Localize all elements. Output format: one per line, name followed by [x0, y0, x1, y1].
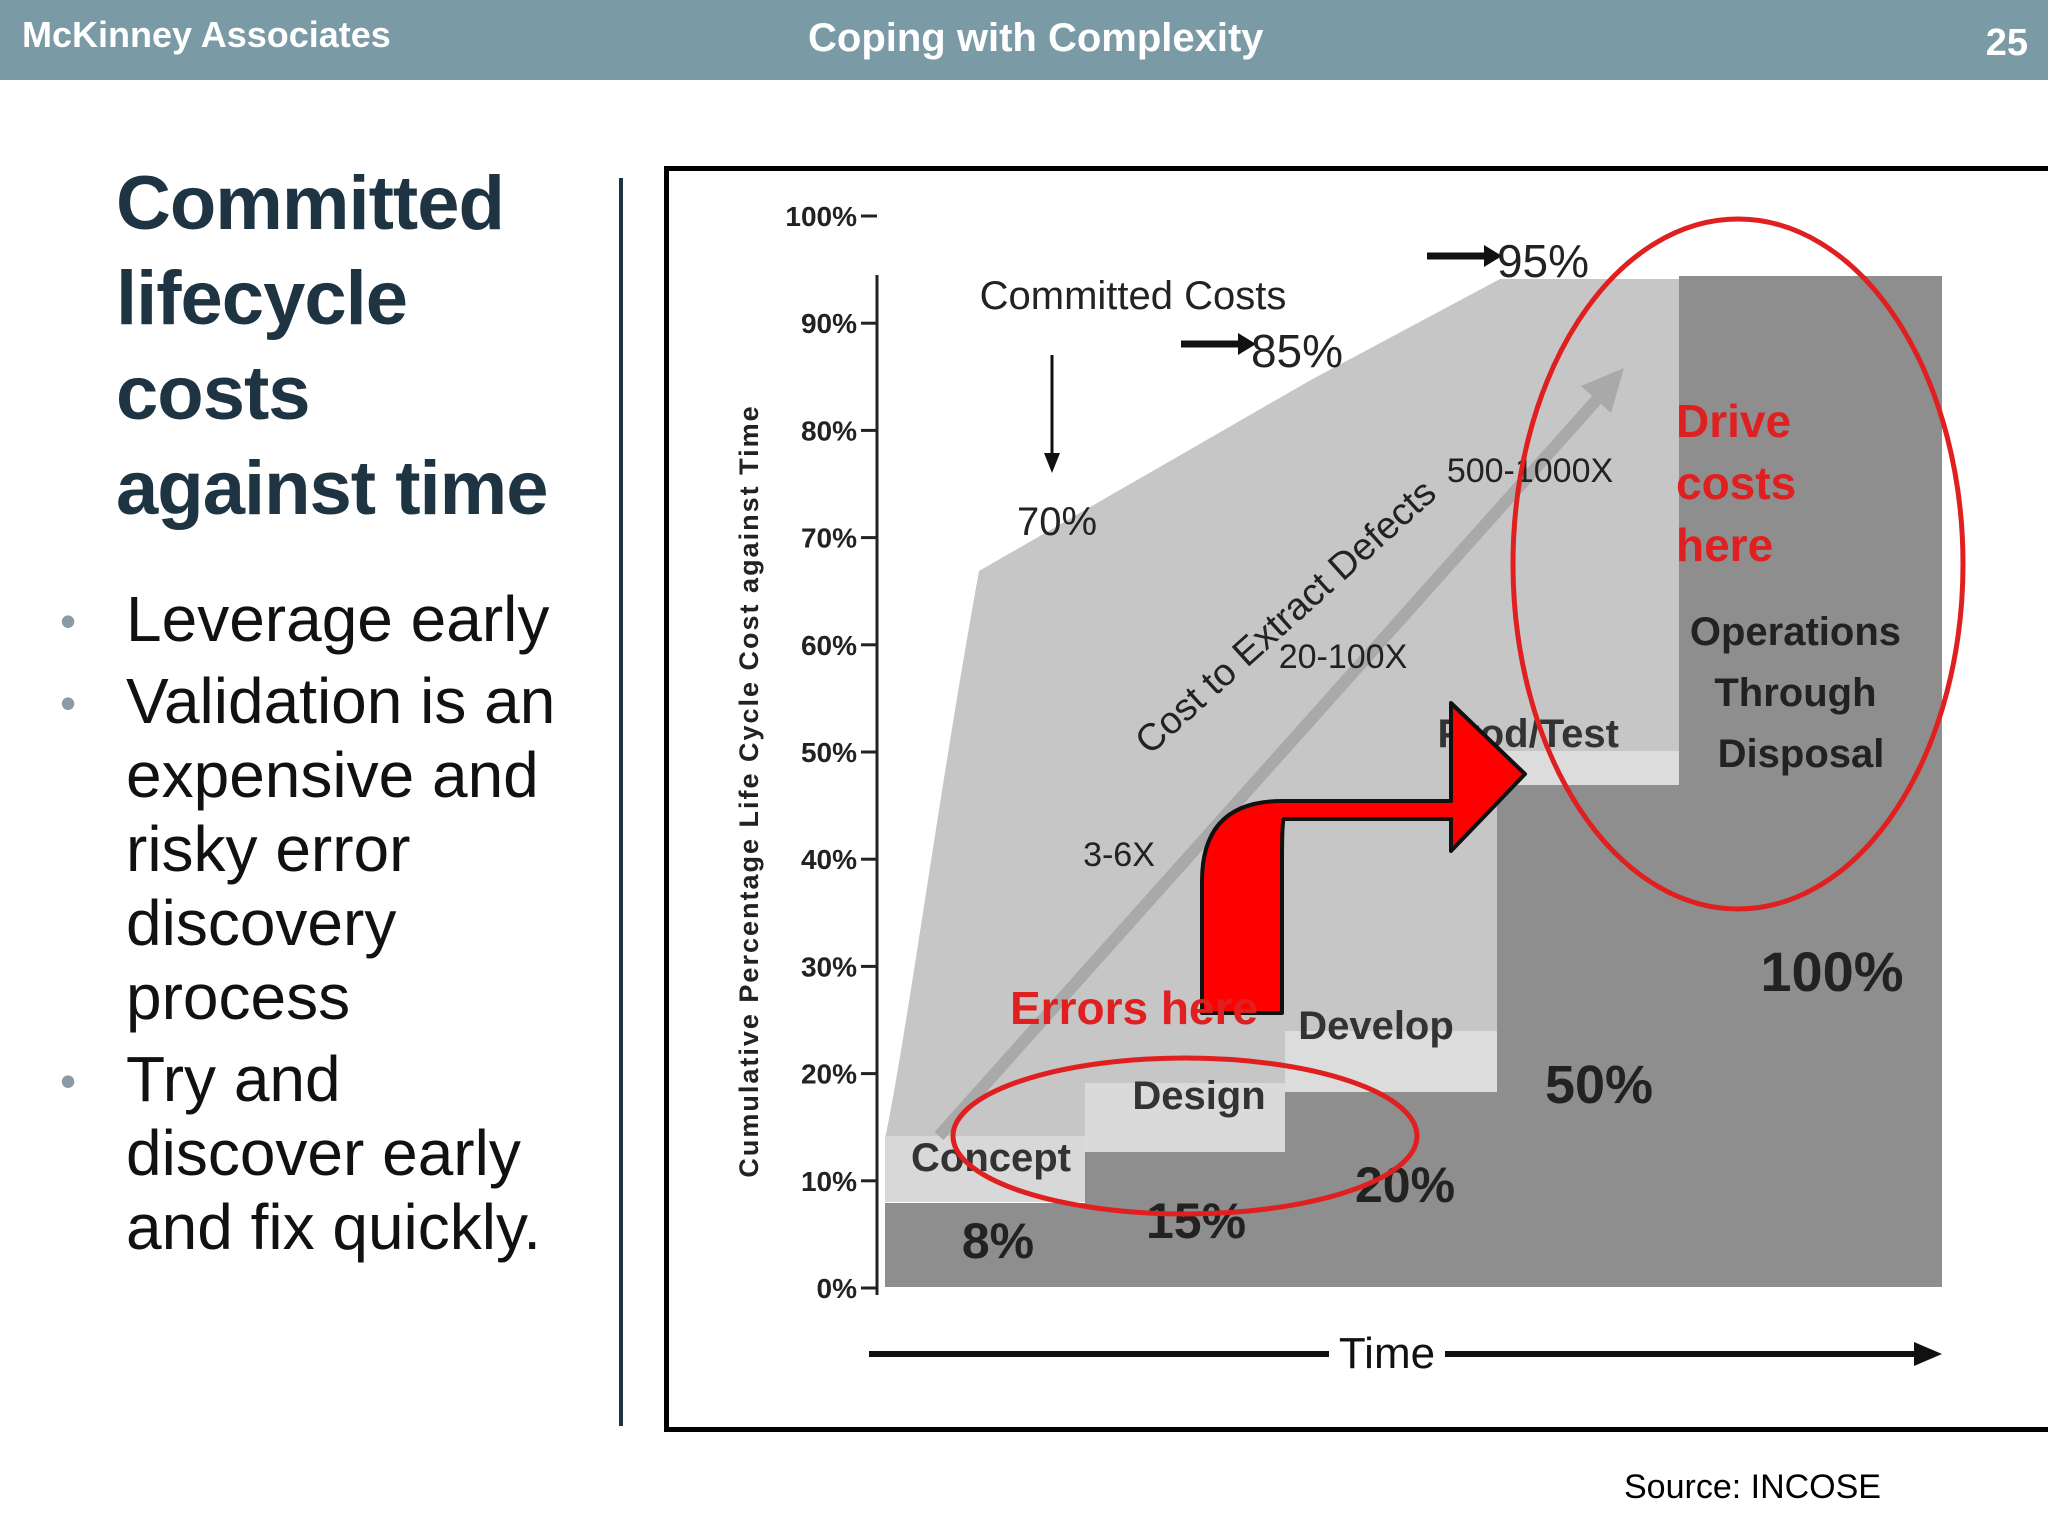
- committed-point-70: 70%: [1017, 500, 1097, 544]
- drive-callout-line: Drive: [1676, 395, 1791, 447]
- spent-cost-operations: 100%: [1760, 940, 1903, 1003]
- header-bar: McKinney Associates Coping with Complexi…: [0, 0, 2048, 80]
- drive-costs-callout-text: Drive costs here: [1676, 395, 1809, 571]
- spent-cost-concept: 8%: [962, 1213, 1034, 1269]
- y-tick-label: 80%: [801, 415, 857, 446]
- y-axis-label: Cumulative Percentage Life Cycle Cost ag…: [734, 404, 764, 1177]
- arrow-85-arrowhead-icon: [1238, 333, 1256, 355]
- phase-band-concept: [885, 1136, 1085, 1202]
- defect-cost-arrowhead-icon: [1581, 368, 1624, 413]
- title-line: lifecycle: [116, 256, 408, 341]
- phase-label-design: Design: [1132, 1074, 1265, 1118]
- org-name: McKinney Associates: [22, 14, 391, 55]
- slide-topic: Coping with Complexity: [808, 16, 1264, 60]
- y-tick-label: 40%: [801, 844, 857, 875]
- defect-cost-arrow-line: [934, 382, 1614, 1140]
- slide-title: Committed lifecycle costs against time: [116, 156, 586, 536]
- drive-callout-line: here: [1676, 519, 1773, 571]
- source-note: Source: INCOSE: [1624, 1468, 1881, 1506]
- red-bent-arrow-icon: [1200, 701, 1527, 1015]
- bullet-text: Validation is an expensive and risky err…: [126, 665, 556, 1033]
- slide-number: 25: [1985, 22, 2028, 64]
- divider-line: [619, 178, 623, 1426]
- drive-callout-line: costs: [1676, 457, 1796, 509]
- spent-cost-design: 15%: [1146, 1193, 1246, 1249]
- multiplier-20-100x: 20-100X: [1279, 638, 1408, 676]
- drive-costs-callout-ellipse: [1510, 216, 1966, 912]
- spent-cost-prodtest: 50%: [1545, 1055, 1653, 1115]
- y-tick-label: 70%: [801, 523, 857, 554]
- phase-label-operations-line: Operations: [1690, 610, 1901, 654]
- title-line: against time: [116, 446, 548, 531]
- committed-down-arrowhead-icon: [1044, 453, 1060, 473]
- x-axis-arrowhead-icon: [1914, 1342, 1942, 1366]
- x-axis-label: Time: [1339, 1329, 1435, 1378]
- committed-point-95: 95%: [1497, 235, 1589, 287]
- phase-label-operations-line: Through: [1714, 671, 1876, 715]
- bullet-item: • Try and discover early and fix quickly.: [60, 1042, 580, 1264]
- y-tick-label: 30%: [801, 951, 857, 982]
- y-tick-label: 60%: [801, 630, 857, 661]
- committed-costs-label: Committed Costs: [980, 274, 1287, 318]
- errors-callout-ellipse: [950, 1055, 1420, 1217]
- y-tick-label: 90%: [801, 308, 857, 339]
- phase-label-concept: Concept: [911, 1136, 1071, 1180]
- bullet-text: Leverage early: [126, 583, 550, 655]
- bullet-dot-icon: •: [60, 595, 77, 647]
- y-tick-label: 20%: [801, 1059, 857, 1090]
- multiplier-3-6x: 3-6X: [1083, 836, 1155, 874]
- bullet-item: • Validation is an expensive and risky er…: [60, 664, 580, 1034]
- bullet-item: • Leverage early: [60, 582, 580, 656]
- chart-frame: [664, 166, 2048, 1432]
- lifecycle-cost-diagram: 100% 90% 80% 70% 60% 50% 40% 30% 20% 10% 0% Cumula…: [734, 201, 1966, 1378]
- spent-costs-area: [885, 276, 1942, 1287]
- bullet-text: Try and discover early and fix quickly.: [126, 1043, 541, 1263]
- bullet-list: • Leverage early • Validation is an expens…: [60, 582, 580, 1272]
- errors-callout-text: Errors here: [1010, 982, 1258, 1034]
- title-line: Committed: [116, 161, 505, 246]
- arrow-95-arrowhead-icon: [1484, 245, 1502, 267]
- y-tick-label: 0%: [817, 1273, 858, 1304]
- committed-point-85: 85%: [1251, 325, 1343, 377]
- phase-label-develop: Develop: [1298, 1004, 1454, 1048]
- bullet-dot-icon: •: [60, 677, 77, 729]
- y-tick-label: 50%: [801, 737, 857, 768]
- phase-label-operations: Operations Through Disposal: [1690, 610, 1912, 776]
- title-line: costs: [116, 351, 311, 436]
- y-tick-label: 10%: [801, 1166, 857, 1197]
- phase-label-operations-line: Disposal: [1718, 732, 1885, 776]
- bullet-dot-icon: •: [60, 1055, 77, 1107]
- y-tick-label: 100%: [785, 201, 857, 232]
- multiplier-500-1000x: 500-1000X: [1447, 452, 1613, 490]
- y-tick-group: 100% 90% 80% 70% 60% 50% 40% 30% 20% 10% 0%: [785, 201, 877, 1304]
